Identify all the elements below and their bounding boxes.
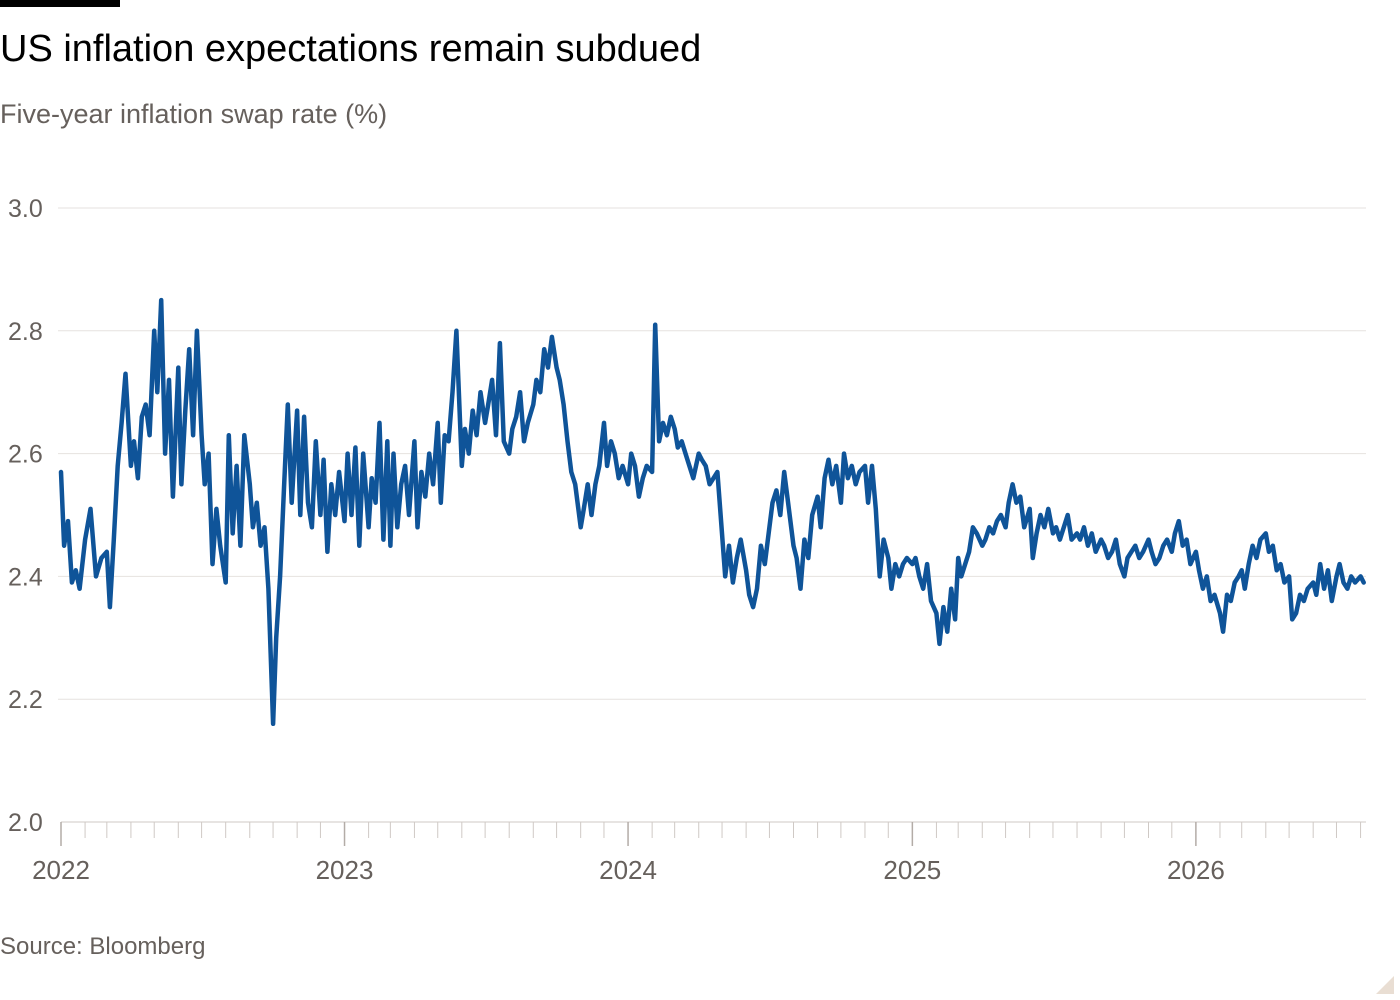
top-accent-bar [0,0,120,7]
chart-title: US inflation expectations remain subdued [0,28,702,70]
y-tick-label: 3.0 [8,195,43,223]
y-tick-label: 2.4 [8,563,43,591]
series-layer [58,297,1366,727]
y-tick-label: 2.2 [8,686,43,714]
y-tick-label: 2.0 [8,809,43,837]
x-tick-label: 2024 [599,855,657,885]
source-note: Source: Bloomberg [0,933,206,960]
series-line-0 [58,297,1366,727]
x-tick-label: 2025 [883,855,941,885]
x-axis [60,821,1366,846]
chart-subtitle: Five-year inflation swap rate (%) [0,99,388,129]
gridlines [58,207,1366,700]
y-tick-label: 2.8 [8,318,43,346]
y-axis: 2.0 2.2 2.4 2.6 2.8 3.0 [8,195,43,837]
corner-mark [1376,976,1394,994]
x-tick-label: 2026 [1167,855,1225,885]
y-tick-label: 2.6 [8,441,43,469]
x-tick-label: 2023 [316,855,374,885]
x-tick-labels: 2022 2023 2024 2025 2026 [32,855,1225,885]
x-tick-label: 2022 [32,855,90,885]
